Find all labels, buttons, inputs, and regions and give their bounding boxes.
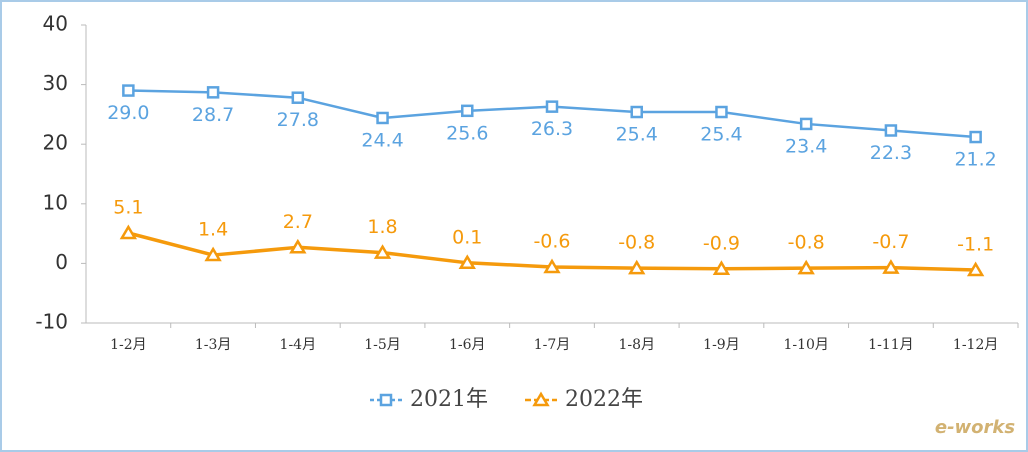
x-tick-label: 1-2月 bbox=[110, 337, 147, 353]
point bbox=[799, 117, 813, 131]
point bbox=[966, 261, 985, 277]
legend-marker bbox=[379, 393, 393, 407]
value-label: 26.3 bbox=[531, 118, 573, 140]
y-tick-label: 0 bbox=[55, 250, 68, 274]
x-tick-label: 1-12月 bbox=[953, 337, 998, 353]
point bbox=[461, 104, 474, 118]
value-label: 25.6 bbox=[446, 122, 488, 144]
x-tick-label: 1-11月 bbox=[868, 337, 913, 353]
value-label: -0.8 bbox=[618, 232, 655, 254]
x-tick-label: 1-7月 bbox=[534, 337, 571, 353]
value-label: -1.1 bbox=[957, 233, 994, 255]
value-label: 5.1 bbox=[113, 197, 143, 219]
y-tick-label: 30 bbox=[43, 71, 68, 95]
point bbox=[628, 259, 646, 275]
x-tick-label: 1-5月 bbox=[364, 337, 401, 353]
value-label: -0.8 bbox=[788, 232, 825, 254]
point bbox=[204, 246, 222, 262]
value-label: 21.2 bbox=[954, 149, 996, 171]
point bbox=[884, 124, 898, 137]
legend-label: 2021年 bbox=[410, 387, 488, 412]
legend-marker bbox=[532, 391, 550, 407]
point bbox=[630, 105, 643, 119]
point bbox=[206, 86, 220, 99]
point bbox=[376, 111, 389, 125]
y-tick-label: -10 bbox=[35, 310, 68, 334]
point bbox=[289, 238, 307, 254]
point bbox=[715, 105, 728, 119]
value-label: 27.8 bbox=[277, 109, 319, 131]
x-tick-label: 1-3月 bbox=[195, 337, 232, 353]
value-label: 2.7 bbox=[283, 211, 313, 233]
point bbox=[122, 84, 135, 97]
value-label: 0.1 bbox=[452, 226, 482, 248]
y-tick-label: 40 bbox=[43, 12, 68, 36]
x-tick-label: 1-10月 bbox=[783, 337, 828, 353]
x-tick-label: 1-9月 bbox=[703, 337, 740, 353]
value-label: 29.0 bbox=[107, 102, 149, 124]
y-tick-label: 20 bbox=[43, 131, 68, 155]
point bbox=[882, 259, 900, 274]
value-label: -0.7 bbox=[872, 231, 909, 253]
value-label: -0.6 bbox=[533, 230, 570, 252]
point bbox=[797, 259, 815, 275]
value-label: 1.8 bbox=[367, 216, 397, 238]
value-label: 25.4 bbox=[700, 124, 742, 146]
point bbox=[373, 244, 392, 259]
point bbox=[291, 91, 305, 104]
x-tick-label: 1-4月 bbox=[280, 337, 317, 353]
watermark: e-works bbox=[935, 417, 1016, 438]
point bbox=[543, 258, 561, 274]
value-label: 22.3 bbox=[870, 142, 912, 164]
y-tick-label: 10 bbox=[43, 190, 68, 214]
point bbox=[119, 224, 138, 240]
x-tick-label: 1-6月 bbox=[449, 337, 486, 353]
value-label: 1.4 bbox=[198, 219, 228, 241]
point bbox=[969, 130, 982, 144]
value-label: 25.4 bbox=[616, 124, 658, 146]
legend-label: 2022年 bbox=[565, 387, 643, 412]
value-label: 24.4 bbox=[361, 129, 403, 151]
value-label: 23.4 bbox=[785, 135, 827, 157]
value-label: -0.9 bbox=[703, 232, 740, 254]
point bbox=[458, 254, 476, 270]
x-tick-label: 1-8月 bbox=[618, 337, 655, 353]
point bbox=[545, 100, 559, 113]
point bbox=[712, 260, 731, 276]
value-label: 28.7 bbox=[192, 104, 234, 126]
